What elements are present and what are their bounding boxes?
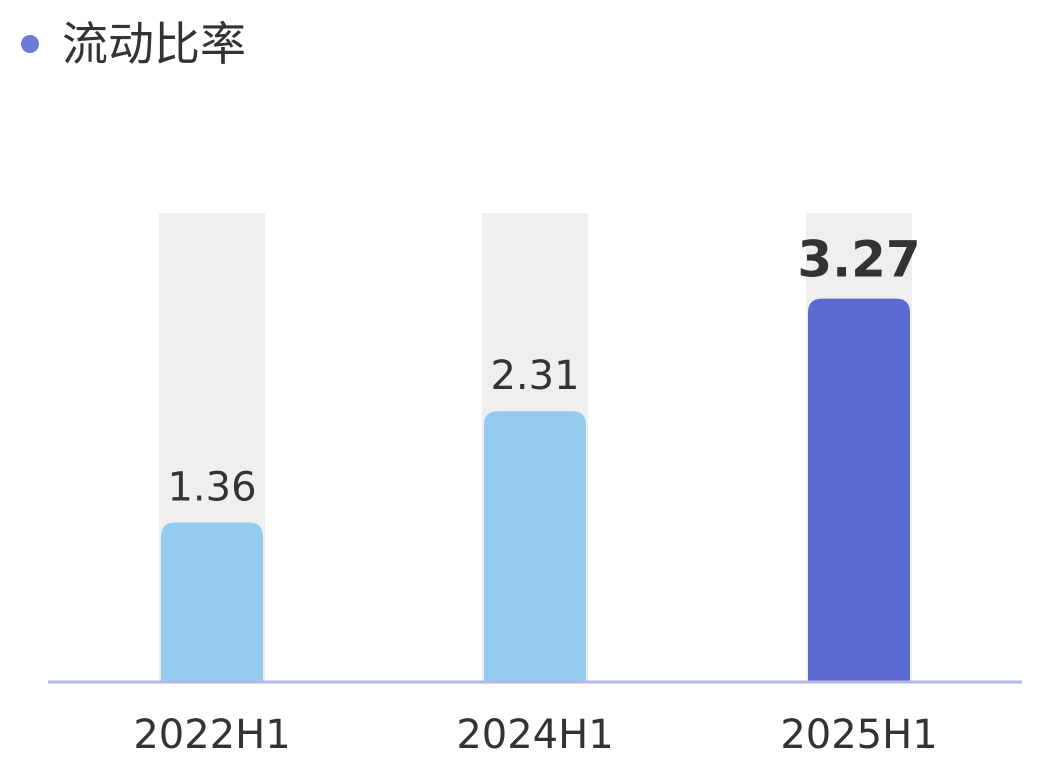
x-tick-label: 2024H1 xyxy=(456,712,613,758)
chart-title: 流动比率 xyxy=(62,17,246,71)
data-label: 1.36 xyxy=(167,465,256,511)
x-tick-label: 2022H1 xyxy=(133,712,290,758)
title-bullet-icon xyxy=(21,35,39,53)
x-tick-label: 2025H1 xyxy=(780,712,937,758)
data-label: 3.27 xyxy=(797,231,920,289)
data-label: 2.31 xyxy=(490,353,579,399)
bar xyxy=(161,522,263,682)
bar xyxy=(808,298,910,682)
bar xyxy=(484,411,586,682)
